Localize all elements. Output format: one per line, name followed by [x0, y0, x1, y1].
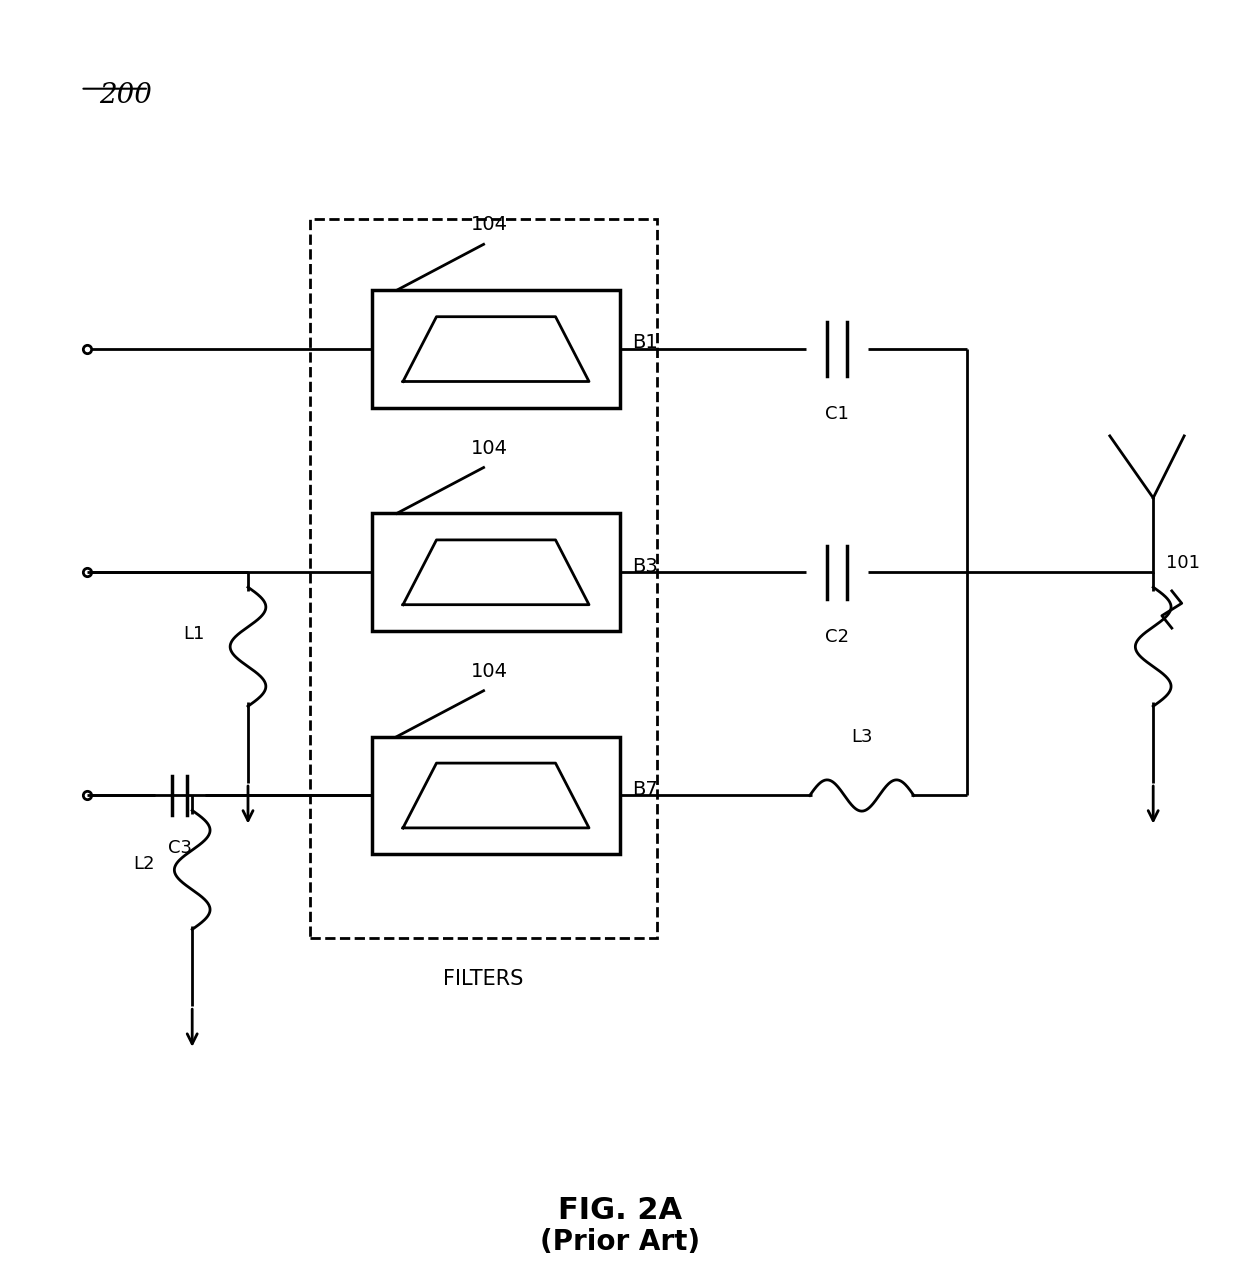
- Text: C1: C1: [825, 405, 849, 423]
- Bar: [310, 219, 657, 938]
- Text: L2: L2: [134, 854, 155, 872]
- Text: L1: L1: [184, 625, 205, 643]
- Bar: [372, 291, 620, 409]
- Text: FILTERS: FILTERS: [444, 970, 523, 989]
- Text: 200: 200: [99, 82, 153, 109]
- Text: 104: 104: [471, 215, 508, 234]
- Text: B3: B3: [632, 557, 658, 575]
- Bar: [372, 514, 620, 632]
- Polygon shape: [403, 316, 589, 382]
- Bar: [372, 737, 620, 854]
- Text: 101: 101: [1166, 553, 1199, 571]
- Polygon shape: [403, 763, 589, 828]
- Text: C2: C2: [825, 628, 849, 646]
- Text: 104: 104: [471, 662, 508, 680]
- Text: 104: 104: [471, 438, 508, 457]
- Text: B1: B1: [632, 333, 658, 352]
- Text: B7: B7: [632, 780, 658, 799]
- Text: FIG. 2A: FIG. 2A: [558, 1196, 682, 1226]
- Text: C3: C3: [167, 839, 192, 857]
- Text: L3: L3: [851, 728, 873, 746]
- Polygon shape: [403, 539, 589, 605]
- Text: (Prior Art): (Prior Art): [539, 1228, 701, 1255]
